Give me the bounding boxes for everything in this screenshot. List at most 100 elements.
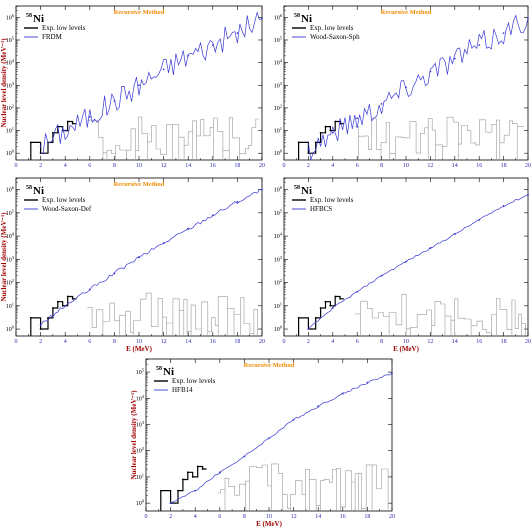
legend-entry: HFBCS <box>310 205 332 213</box>
x-tick-label: 2 <box>169 514 172 520</box>
data-point-exp <box>339 297 342 300</box>
data-point-exp <box>329 129 332 132</box>
y-tick-label: 104 <box>274 58 283 67</box>
x-tick-label: 10 <box>136 163 142 169</box>
x-tick-label: 0 <box>283 163 286 169</box>
data-point-model <box>39 145 42 148</box>
x-tick-label: 16 <box>476 339 482 345</box>
data-point-model <box>356 290 359 293</box>
x-tick-label: 20 <box>525 163 531 169</box>
y-tick-label: 100 <box>136 499 145 508</box>
data-point-exp <box>71 122 74 125</box>
y-tick-label: 101 <box>136 472 144 481</box>
data-point-exp <box>71 297 74 300</box>
data-point-model <box>366 381 369 384</box>
x-tick-label: 8 <box>380 339 383 345</box>
data-point-model <box>194 489 197 492</box>
series-line-exp-low-levels <box>30 120 77 160</box>
y-tick-label: 105 <box>274 208 283 217</box>
x-tick-label: 12 <box>427 339 433 345</box>
data-point-model <box>341 392 344 395</box>
y-tick-label: 100 <box>6 149 15 158</box>
data-point-exp <box>297 141 300 144</box>
y-axis-title: Nuclear level density (MeV⁻¹) <box>0 38 8 128</box>
y-tick-label: 100 <box>6 325 15 334</box>
data-point-exp <box>159 489 162 492</box>
data-point-exp <box>66 295 69 298</box>
data-point-model <box>502 204 505 207</box>
exp-histogram-grey <box>217 463 389 511</box>
x-tick-label: 20 <box>389 514 395 520</box>
x-tick-label: 2 <box>39 163 42 169</box>
legend-entry: Exp. low levels <box>172 377 216 385</box>
data-point-exp <box>29 317 32 319</box>
data-point-model <box>113 100 116 102</box>
y-tick-label: 104 <box>6 58 15 67</box>
data-point-model <box>236 32 239 35</box>
legend-entry: Exp. low levels <box>42 24 86 32</box>
data-point-model <box>502 32 505 35</box>
data-point-model <box>169 502 172 505</box>
series-line-model <box>308 194 529 329</box>
data-point-model <box>405 86 407 89</box>
x-tick-label: 18 <box>364 514 370 520</box>
data-point-exp <box>66 120 69 123</box>
data-point-model <box>292 419 295 421</box>
data-point-exp <box>177 489 179 492</box>
chart-panel-5: 0 2 4 6 8 10 12 14 16 18 20 100 101 102 103 104 105 Recur… <box>130 358 395 528</box>
y-tick-label: 105 <box>6 208 15 217</box>
data-point-exp <box>324 300 327 303</box>
series-line-model <box>170 373 393 504</box>
data-point-exp <box>186 471 189 474</box>
x-tick-label: 6 <box>356 163 359 169</box>
method-title: Recursive Method <box>381 9 432 16</box>
data-point-exp <box>47 317 49 319</box>
x-tick-label: 18 <box>234 163 240 169</box>
legend-entry: Wood-Saxon-Sph <box>310 33 360 41</box>
x-tick-label: 4 <box>64 163 67 169</box>
nucleus-mass-number: 58 <box>26 13 32 19</box>
data-point-model <box>527 17 529 20</box>
data-point-model <box>138 84 140 87</box>
x-tick-label: 6 <box>88 163 91 169</box>
data-point-model <box>307 148 310 151</box>
exp-histogram-grey <box>87 116 260 160</box>
chart-panel-3: 0 2 4 6 8 10 12 14 16 18 20 100 101 102 103 104 105 106 Re… <box>0 177 265 353</box>
x-tick-label: 10 <box>403 339 409 345</box>
data-point-model <box>380 274 383 277</box>
x-tick-label: 6 <box>356 339 359 345</box>
data-point-model <box>307 328 310 330</box>
exp-histogram-grey <box>87 292 258 336</box>
data-point-exp <box>319 307 322 309</box>
data-point-model <box>429 70 432 73</box>
nucleus-symbol: Ni <box>301 185 312 197</box>
x-tick-label: 16 <box>476 163 482 169</box>
x-tick-label: 20 <box>259 163 265 169</box>
data-point-model <box>218 471 221 474</box>
data-point-model <box>39 324 42 326</box>
x-tick-label: 14 <box>315 514 321 520</box>
data-point-exp <box>201 468 204 470</box>
x-tick-label: 10 <box>403 163 409 169</box>
x-tick-label: 10 <box>266 514 272 520</box>
data-point-model <box>162 242 165 244</box>
data-point-model <box>261 17 263 20</box>
x-tick-label: 18 <box>234 339 240 345</box>
x-tick-label: 16 <box>340 514 346 520</box>
x-tick-label: 6 <box>88 339 91 345</box>
y-tick-label: 106 <box>6 13 15 22</box>
data-point-exp <box>334 120 337 123</box>
x-tick-label: 8 <box>113 339 116 345</box>
nucleus-symbol: Ni <box>163 366 174 378</box>
legend-entry: Exp. low levels <box>310 196 354 204</box>
y-tick-label: 101 <box>274 301 282 310</box>
x-tick-label: 16 <box>210 339 216 345</box>
y-tick-label: 102 <box>6 103 14 112</box>
legend-entry: Exp. low levels <box>310 24 354 32</box>
data-point-model <box>236 200 239 203</box>
data-point-exp <box>52 307 54 309</box>
exp-histogram-grey <box>354 293 526 336</box>
y-tick-label: 106 <box>274 185 283 194</box>
series-line-exp-low-levels <box>298 120 345 160</box>
